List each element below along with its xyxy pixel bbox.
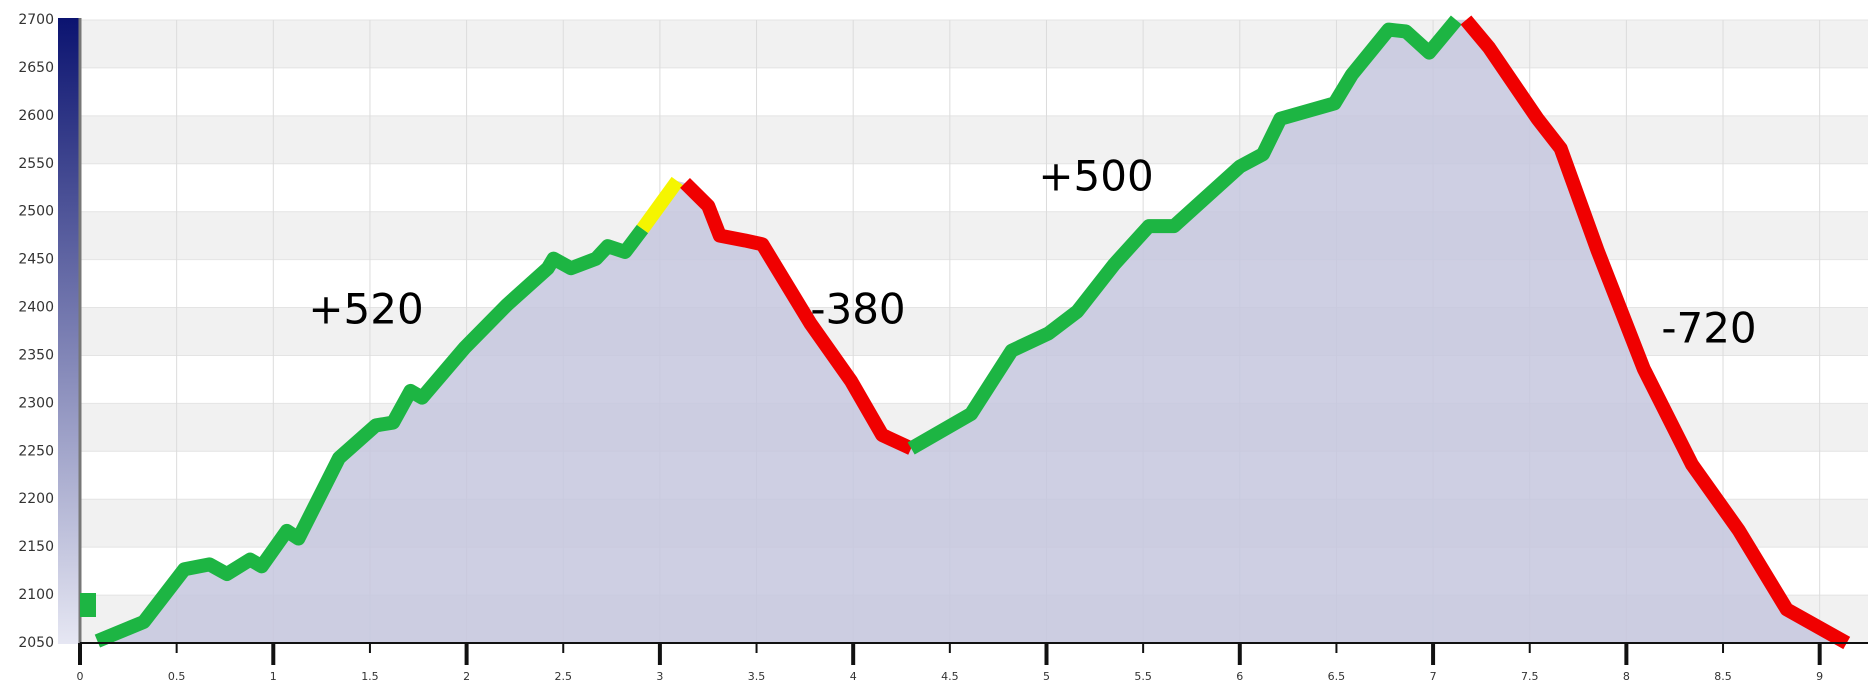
x-tick-label: 3	[656, 670, 663, 683]
x-tick-label: 7	[1430, 670, 1437, 683]
y-tick-label: 2400	[18, 300, 54, 316]
y-tick-label: 2550	[18, 156, 54, 172]
profile-segment	[680, 177, 915, 455]
y-tick-label: 2650	[18, 60, 54, 76]
x-tick-label: 1.5	[361, 670, 379, 683]
profile-segment	[907, 15, 1462, 455]
y-tick-label: 2250	[18, 443, 54, 459]
axis-gradient	[58, 18, 80, 644]
annotation: +520	[308, 285, 423, 334]
x-tick-label: 0	[77, 670, 84, 683]
x-tick-label: 2	[463, 670, 470, 683]
x-tick-label: 9	[1816, 670, 1823, 683]
x-tick-label: 5	[1043, 670, 1050, 683]
profile-segment	[636, 176, 683, 234]
profile-segment	[1460, 15, 1851, 650]
y-tick-label: 2100	[18, 587, 54, 603]
annotation: +500	[1038, 152, 1153, 201]
area-fill	[97, 20, 1847, 643]
x-tick-label: 6	[1236, 670, 1243, 683]
x-tick-label: 0.5	[168, 670, 186, 683]
grid-band	[80, 20, 1868, 68]
y-tick-label: 2500	[18, 204, 54, 220]
x-tick-label: 5.5	[1134, 670, 1152, 683]
y-tick-label: 2150	[18, 539, 54, 555]
x-tick-label: 8.5	[1714, 670, 1732, 683]
annotation: -380	[810, 285, 905, 334]
grid-band	[80, 115, 1868, 164]
x-tick-label: 3.5	[748, 670, 766, 683]
y-tick-label: 2300	[18, 395, 54, 411]
x-tick-label: 4	[850, 670, 857, 683]
x-tick-label: 7.5	[1521, 670, 1539, 683]
profile-segment	[94, 224, 649, 648]
annotation: -720	[1661, 304, 1756, 353]
x-tick-label: 8	[1623, 670, 1630, 683]
y-tick-label: 2200	[18, 491, 54, 507]
y-tick-label: 2700	[18, 12, 54, 28]
x-tick-label: 2.5	[554, 670, 572, 683]
start-marker	[80, 593, 96, 617]
y-tick-label: 2050	[18, 635, 54, 651]
x-tick-label: 4.5	[941, 670, 959, 683]
x-tick-label: 1	[270, 670, 277, 683]
y-tick-label: 2600	[18, 108, 54, 124]
y-tick-label: 2450	[18, 252, 54, 268]
y-tick-label: 2350	[18, 347, 54, 363]
x-tick-label: 6.5	[1328, 670, 1346, 683]
